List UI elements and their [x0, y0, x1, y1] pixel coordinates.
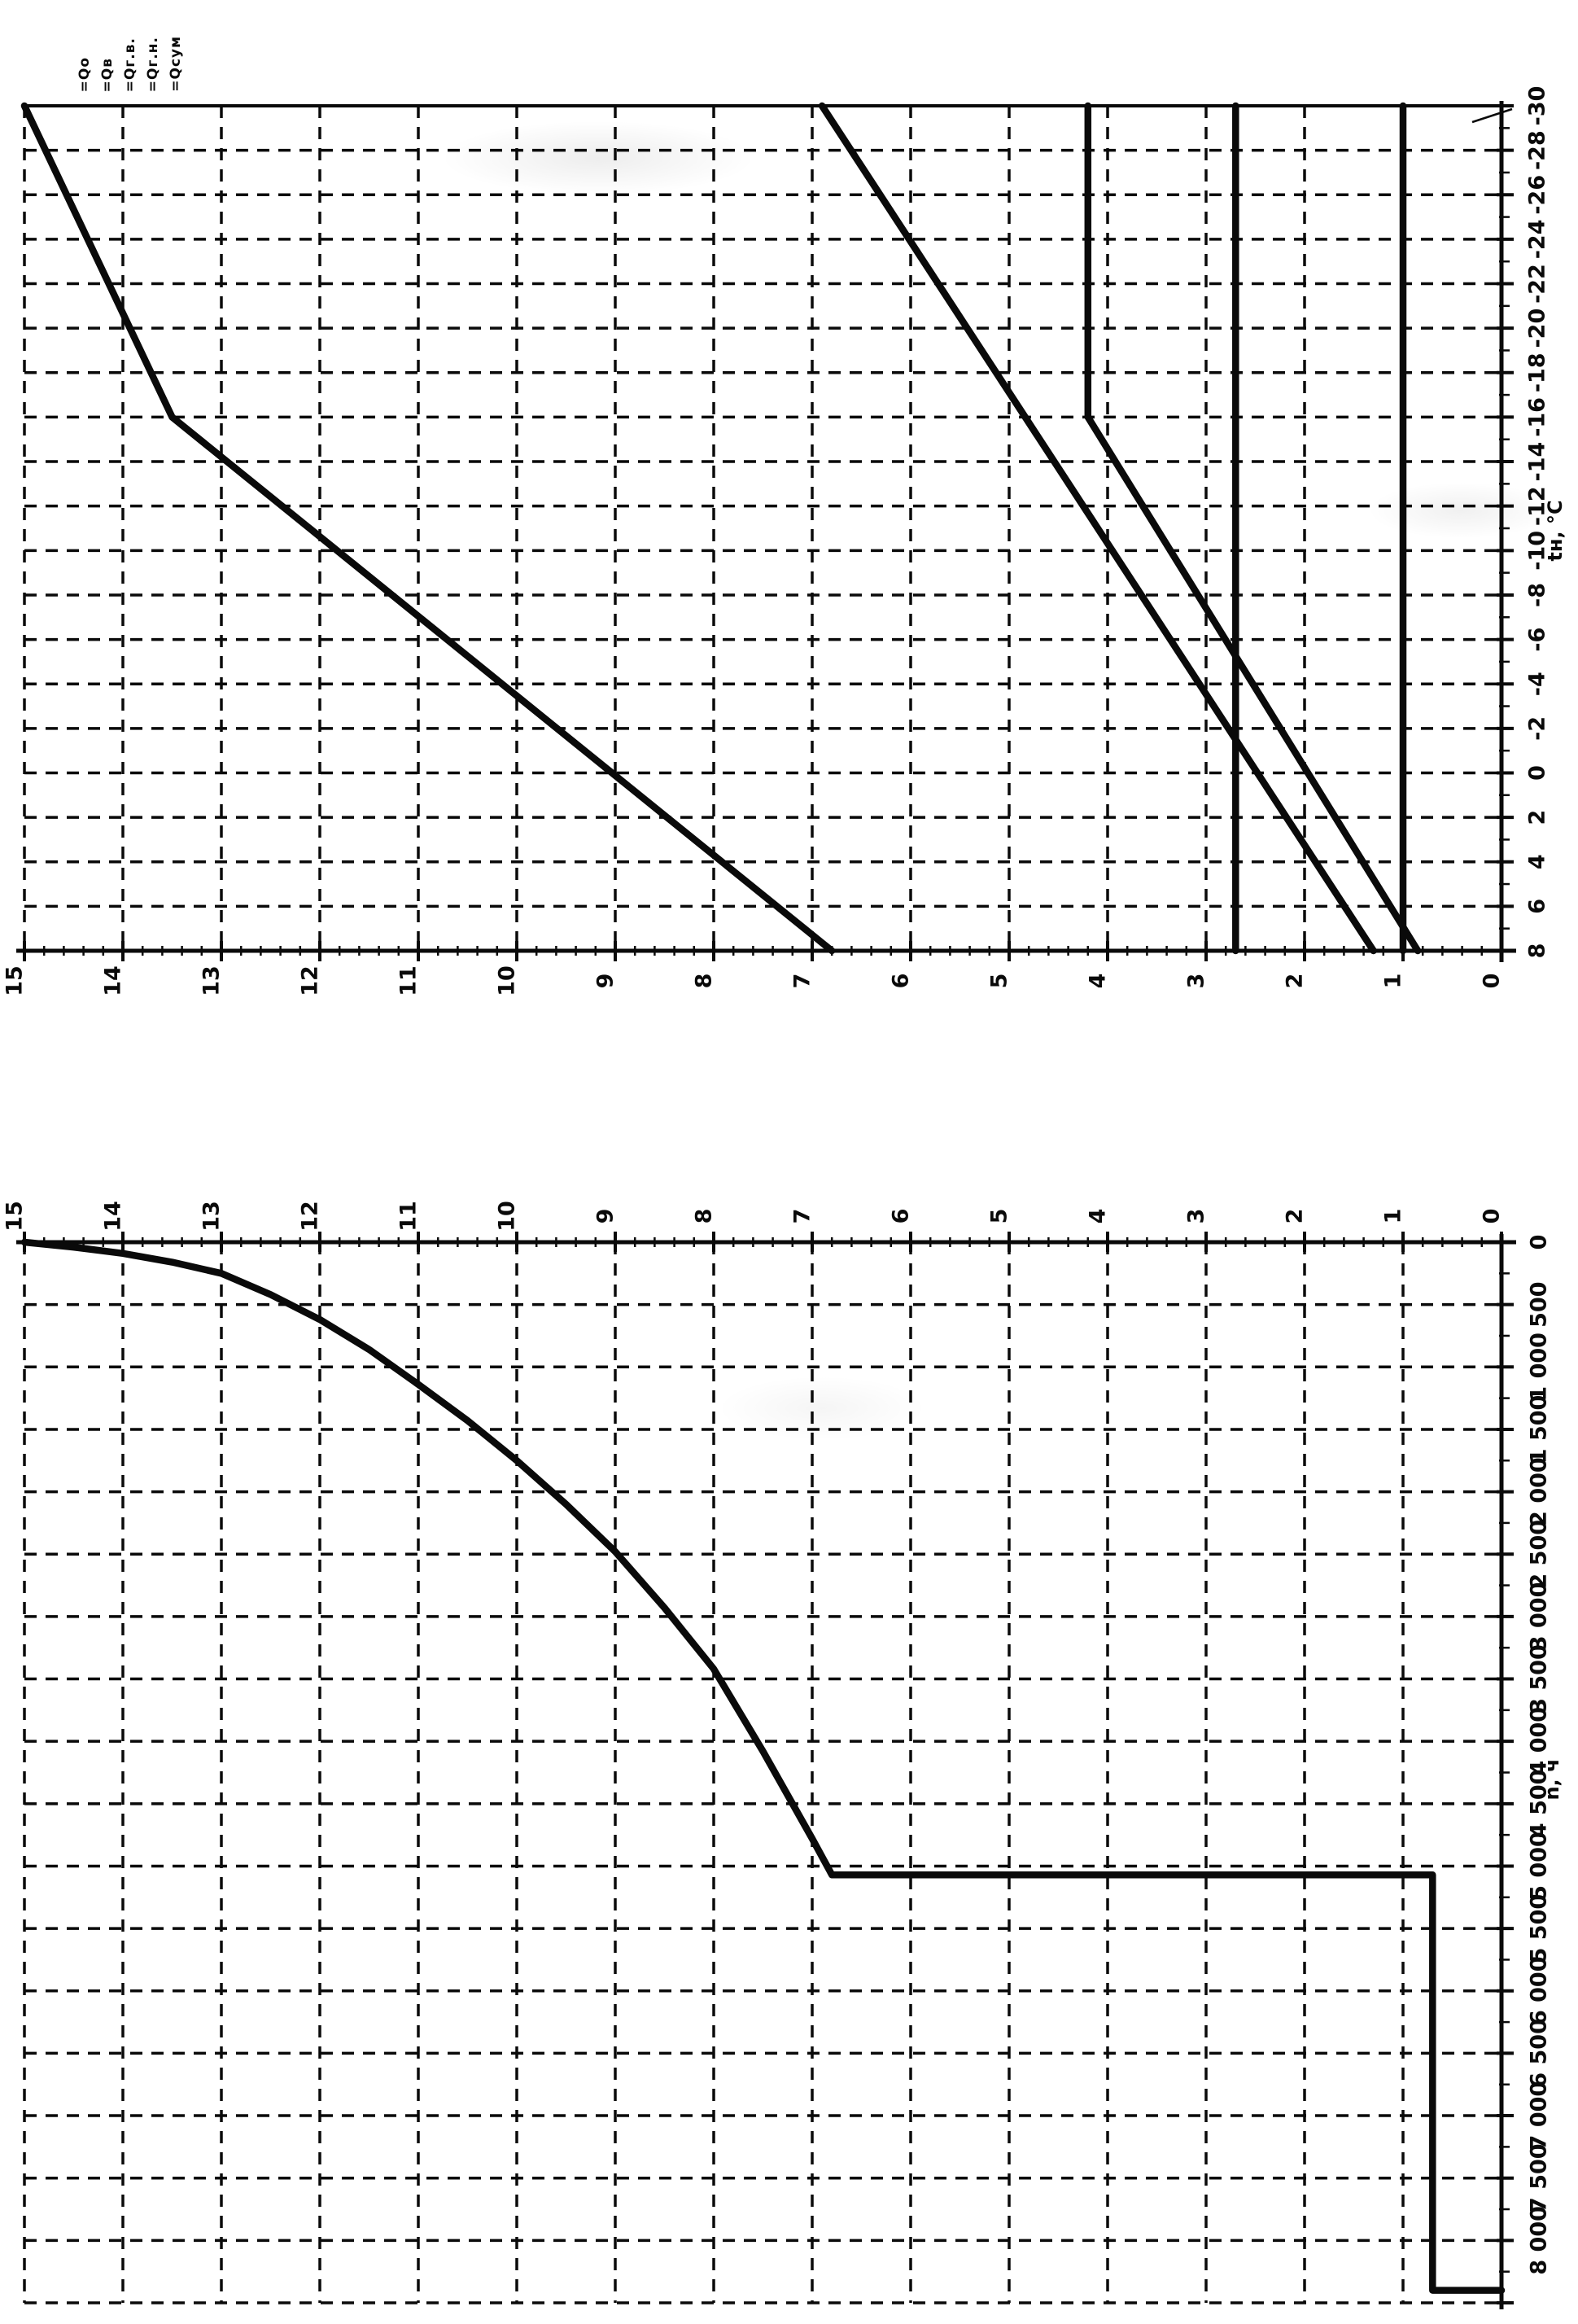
n-tick-label: 7 000 — [1527, 2081, 1552, 2151]
q-tick-label: 2 — [1283, 974, 1308, 989]
t-tick-label: -4 — [1525, 672, 1550, 696]
q-tick-label: 1 — [1381, 1209, 1406, 1224]
n-tick-label: 8 000 — [1527, 2206, 1552, 2275]
q-tick-label: 12 — [298, 965, 323, 996]
scan-artifacts — [1471, 107, 1513, 124]
t-tick-label: 6 — [1525, 899, 1550, 914]
temp-chart-ticks — [23, 104, 1514, 961]
n-tick-label: 5 500 — [1527, 1894, 1552, 1963]
q-tick-label: 2 — [1283, 1209, 1308, 1224]
t-tick-label: 0 — [1525, 765, 1550, 781]
q-tick-label: 10 — [495, 1201, 520, 1232]
q-tick-label: 6 — [889, 1209, 914, 1224]
t-tick-label: 4 — [1525, 854, 1550, 869]
q-tick-label: 14 — [101, 1201, 126, 1232]
n-tick-label: 7 500 — [1527, 2143, 1552, 2212]
q-tick-label: 5 — [987, 974, 1012, 989]
q-tick-label: 11 — [396, 1201, 422, 1232]
t-tick-label: -18 — [1525, 352, 1550, 392]
t-tick-label: -24 — [1525, 220, 1550, 260]
q-tick-label: 4 — [1086, 974, 1111, 989]
q-tick-label: 4 — [1086, 1209, 1111, 1224]
q-tick-label: 9 — [593, 1209, 619, 1224]
n-tick-label: 6 500 — [1527, 2019, 1552, 2088]
q-tick-label: 6 — [889, 974, 914, 989]
temp-axis-title: tн, °C — [1544, 500, 1567, 561]
curve-Qo — [818, 102, 1377, 955]
t-tick-label: -22 — [1525, 264, 1550, 304]
scan-artifact-line — [1471, 107, 1513, 124]
n-tick-label: 1 000 — [1527, 1333, 1552, 1402]
t-tick-label: -2 — [1525, 716, 1550, 741]
q-tick-label: 13 — [199, 965, 225, 996]
t-tick-label: -14 — [1525, 442, 1550, 482]
curve-duration — [20, 1238, 1506, 2294]
duration-chart-axes — [16, 1234, 1516, 2309]
q-tick-label: 0 — [1480, 974, 1505, 989]
q-tick-label: 15 — [2, 965, 28, 996]
n-tick-label: 500 — [1527, 1281, 1552, 1327]
duration-axis-title: n, ч — [1541, 1758, 1563, 1800]
q-tick-label: 11 — [396, 965, 422, 996]
n-tick-label: 6 000 — [1527, 1956, 1552, 2025]
q-tick-label: 10 — [495, 965, 520, 996]
t-tick-label: -30 — [1525, 86, 1550, 126]
q-tick-label: 8 — [692, 974, 717, 989]
temp-chart-tick-labels: 012345678910111213141586420-2-4-6-8-10-1… — [2, 86, 1567, 996]
temp-chart-grid — [23, 106, 1502, 951]
q-tick-label: 14 — [101, 965, 126, 996]
q-tick-label: 7 — [790, 1209, 815, 1224]
n-tick-label: 0 — [1527, 1235, 1552, 1250]
t-tick-label: -8 — [1525, 583, 1550, 607]
n-tick-label: 1 500 — [1527, 1395, 1552, 1464]
n-tick-label: 4 000 — [1527, 1707, 1552, 1776]
n-tick-label: 4 500 — [1527, 1770, 1552, 1839]
temperature-chart: 012345678910111213141586420-2-4-6-8-10-1… — [2, 86, 1567, 996]
q-tick-label: 7 — [790, 974, 815, 989]
q-tick-label: 1 — [1381, 974, 1406, 989]
t-tick-label: -6 — [1525, 628, 1550, 652]
curve-Qsum — [20, 102, 836, 955]
q-tick-label: 0 — [1480, 1209, 1505, 1224]
t-tick-label: -16 — [1525, 397, 1550, 437]
q-tick-label: 12 — [298, 1201, 323, 1232]
q-tick-label: 8 — [692, 1209, 717, 1224]
duration-chart-ticks — [23, 1232, 1514, 2304]
t-tick-label: 8 — [1525, 943, 1550, 959]
t-tick-label: -10 — [1525, 531, 1550, 571]
curve-Qv — [1084, 102, 1422, 955]
duration-chart-grid — [23, 1242, 1502, 2304]
duration-chart-curves — [20, 1238, 1506, 2294]
q-tick-label: 5 — [987, 1209, 1012, 1224]
n-tick-label: 2 000 — [1527, 1457, 1552, 1526]
q-tick-label: 3 — [1184, 1209, 1209, 1224]
n-tick-label: 3 500 — [1527, 1644, 1552, 1713]
temp-chart-axes — [16, 101, 1516, 962]
temp-chart-curves — [20, 102, 1422, 955]
q-tick-label: 9 — [593, 974, 619, 989]
n-tick-label: 5 000 — [1527, 1832, 1552, 1901]
q-tick-label: 15 — [2, 1201, 28, 1232]
n-tick-label: 2 500 — [1527, 1520, 1552, 1589]
n-tick-label: 3 000 — [1527, 1582, 1552, 1652]
t-tick-label: -26 — [1525, 175, 1550, 215]
q-tick-label: 13 — [199, 1201, 225, 1232]
t-tick-label: -12 — [1525, 486, 1550, 526]
t-tick-label: -20 — [1525, 309, 1550, 348]
q-tick-label: 3 — [1184, 974, 1209, 989]
t-tick-label: 2 — [1525, 810, 1550, 825]
t-tick-label: -28 — [1525, 130, 1550, 170]
